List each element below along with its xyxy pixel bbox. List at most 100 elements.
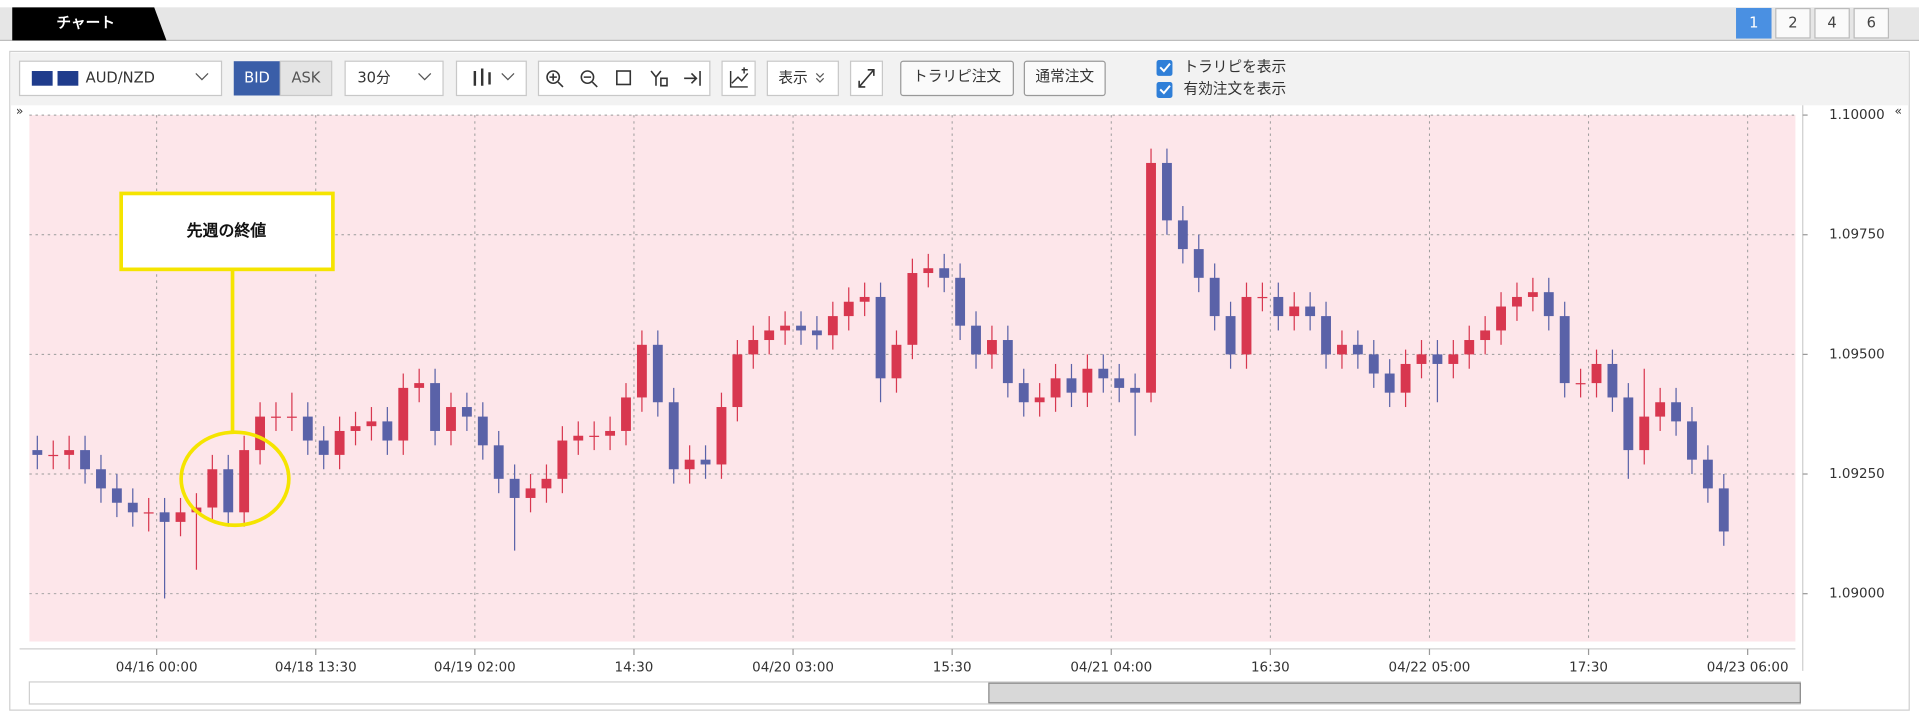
layout-button[interactable] [1853,7,1890,39]
layout-button[interactable] [1775,7,1811,39]
candle-body [318,440,329,455]
x-tick-label: 04/19 02:00 [434,660,516,675]
candle-body [1384,373,1395,393]
candle-body [1718,488,1729,532]
x-tick-label: 15:30 [933,660,972,675]
tab-bar [0,7,1919,41]
candle-body [1018,383,1029,403]
candle-body [811,330,822,336]
candle-body [271,416,281,418]
right-toggle[interactable]: « [1894,104,1901,118]
candle-body [843,301,854,317]
layout-button-label: 4 [1827,14,1836,31]
candle-body [525,488,536,498]
candle-body [796,325,806,331]
x-tick-label: 04/21 04:00 [1070,660,1152,675]
candle-body [1289,306,1300,317]
candle-body [589,435,600,437]
candle-body [350,426,361,431]
interval-label: 30分 [357,69,391,86]
candle-body [700,459,711,465]
dropdown-arrow [815,73,825,83]
candle-body [509,478,520,498]
candle-body [80,450,90,470]
chart-type-select[interactable] [455,60,527,97]
chart-tab[interactable] [12,7,167,41]
candle-body [239,450,250,513]
candle-body [1098,368,1109,379]
candle-body [1671,402,1681,422]
normal-order-button[interactable] [1023,60,1106,97]
candle-body [1146,162,1156,393]
candle-body [398,387,409,441]
candle-body [1496,306,1506,331]
candle-body [1273,296,1284,317]
candle-body [302,416,313,441]
candle-body [636,344,647,398]
pair-select[interactable] [18,60,223,97]
candle-body [1034,397,1045,403]
ask-button[interactable] [279,60,333,97]
left-toggle[interactable]: » [16,104,23,118]
candle-body [382,421,393,441]
candle-body [127,502,138,513]
scrollbar-thumb[interactable] [988,682,1801,704]
candle-body [1050,378,1061,398]
axes: 1.09000 1.09250 1.09500 1.09750 1.10000 04/16… [116,108,1885,675]
candle-body [1305,306,1316,317]
candle-body [923,268,934,274]
candle-body [143,512,154,514]
trail-order-label: トラリピ注文 [913,68,1001,85]
annotation-circle [179,430,291,528]
indicator-icon [729,67,749,88]
candle-body [859,296,870,302]
candle-body [1559,316,1570,384]
x-tick-label: 14:30 [615,660,654,675]
candle-body [748,340,759,355]
zoom-tools[interactable] [537,60,711,97]
candle-body [1512,296,1522,307]
candle-body [875,296,886,379]
chart-tab-label: チャート [56,14,115,31]
bid-button[interactable] [233,61,281,96]
candle-body [1337,344,1347,355]
x-tick-label: 17:30 [1569,660,1608,675]
candle-body [1655,402,1666,417]
layout-button[interactable] [1736,7,1772,39]
candle-body [986,340,997,355]
candle-body [1209,277,1220,317]
candle-body [175,512,186,522]
candle-body [1432,354,1443,364]
pair-label: AUD/NZD [86,69,155,86]
candles [32,148,1729,599]
candle-body [159,512,170,522]
checkbox[interactable] [1156,59,1173,76]
checkbox[interactable] [1156,82,1173,98]
candle-body [414,383,425,388]
layout-button[interactable] [1814,7,1850,39]
layout-button-label: 2 [1788,14,1797,31]
candle-body [732,354,743,408]
candle-body [334,430,345,455]
candle-body [111,488,122,503]
candle-body [971,325,981,355]
candle-body [684,459,695,470]
candle-body [1352,344,1363,355]
layout-button-label: 1 [1749,14,1758,31]
candle-body [668,402,679,470]
candle-body [1607,363,1618,398]
candle-body [1368,354,1379,374]
candle-body [1257,296,1268,299]
ask-label: ASK [291,69,320,86]
candle-body [366,421,377,427]
flag-au [31,71,53,86]
candle-body [541,478,552,489]
candle-icon [473,68,491,86]
candle-body [1321,316,1331,355]
candle-body [32,450,43,455]
candle-body [223,469,234,513]
candle-body [1623,397,1634,451]
display-select[interactable] [766,60,839,97]
candle-body [605,430,616,436]
trail-order-button[interactable] [900,60,1014,97]
